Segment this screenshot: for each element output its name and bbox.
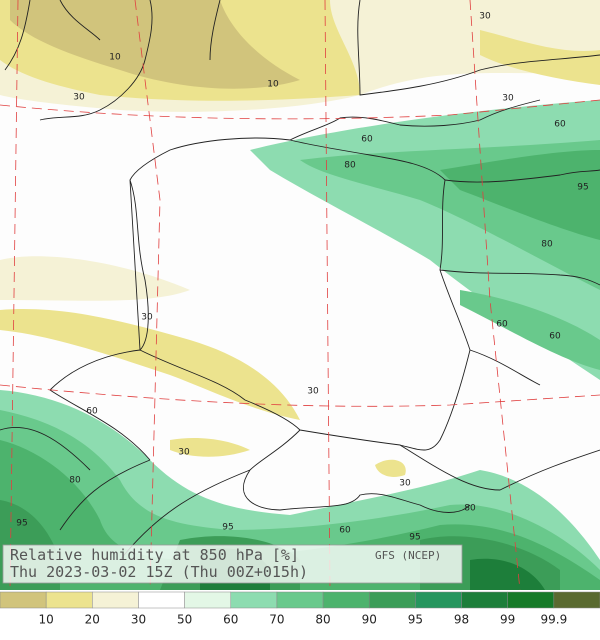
colorbar-label: 70 bbox=[269, 613, 284, 627]
contour-label: 80 bbox=[69, 476, 81, 486]
colorbar-label: 30 bbox=[131, 613, 146, 627]
colorbar-box bbox=[368, 591, 416, 609]
colorbar-label: 99 bbox=[500, 613, 515, 627]
colorbar-box bbox=[553, 591, 600, 609]
colorbar-label: 10 bbox=[39, 613, 54, 627]
map-title: Relative humidity at 850 hPa [%] bbox=[10, 546, 299, 564]
contour-label: 95 bbox=[222, 523, 233, 533]
colorbar-box bbox=[322, 591, 370, 609]
contour-label: 80 bbox=[344, 161, 356, 171]
borders bbox=[0, 0, 600, 561]
colorbar-label: 50 bbox=[177, 613, 192, 627]
contour-label: 30 bbox=[141, 313, 153, 323]
colorbar-label: 90 bbox=[362, 613, 377, 627]
colorbar-box bbox=[415, 591, 462, 609]
contour-label: 60 bbox=[339, 526, 351, 536]
colorbar-label: 95 bbox=[408, 613, 423, 627]
contour-label: 30 bbox=[178, 448, 190, 458]
source: GFS (NCEP) bbox=[375, 549, 441, 562]
graticule bbox=[0, 0, 600, 591]
contour-label: 30 bbox=[502, 94, 514, 104]
colorbar-label: 20 bbox=[85, 613, 100, 627]
contour-labels: 10 10 30 30 30 60 80 60 95 80 60 60 30 3… bbox=[16, 12, 588, 543]
contour-label: 10 bbox=[267, 80, 279, 90]
contour-label: 30 bbox=[479, 12, 491, 22]
colorbar-box bbox=[138, 591, 185, 609]
contour-label: 30 bbox=[399, 479, 411, 489]
colorbar-label: 99.9 bbox=[540, 613, 567, 627]
contour-label: 60 bbox=[361, 135, 373, 145]
contour-label: 60 bbox=[86, 407, 98, 417]
colorbar-box bbox=[184, 591, 232, 609]
contour-label: 30 bbox=[73, 93, 85, 103]
colorbar-box bbox=[45, 591, 93, 609]
contour-label: 30 bbox=[307, 387, 319, 397]
colorbar: 10 20 30 50 60 70 80 90 95 98 99 99.9 bbox=[0, 591, 600, 627]
contour-label: 95 bbox=[577, 183, 588, 193]
colorbar-box bbox=[0, 591, 47, 609]
contour-label: 80 bbox=[464, 504, 476, 514]
map-subtitle: Thu 2023-03-02 15Z (Thu 00Z+015h) bbox=[10, 563, 308, 581]
contour-label: 60 bbox=[496, 320, 508, 330]
contour-label: 95 bbox=[409, 533, 420, 543]
contour-label: 95 bbox=[16, 519, 27, 529]
colorbar-label: 80 bbox=[315, 613, 330, 627]
contour-label: 10 bbox=[109, 53, 121, 63]
contour-label: 60 bbox=[549, 332, 561, 342]
title-box bbox=[2, 544, 463, 584]
colorbar-box bbox=[92, 591, 139, 609]
contour-label: 80 bbox=[541, 240, 553, 250]
colorbar-label: 60 bbox=[223, 613, 238, 627]
colorbar-box bbox=[461, 591, 508, 609]
contour-label: 60 bbox=[554, 120, 566, 130]
colorbar-box bbox=[230, 591, 278, 609]
colorbar-box bbox=[276, 591, 324, 609]
colorbar-label: 98 bbox=[454, 613, 469, 627]
colorbar-box bbox=[507, 591, 555, 609]
